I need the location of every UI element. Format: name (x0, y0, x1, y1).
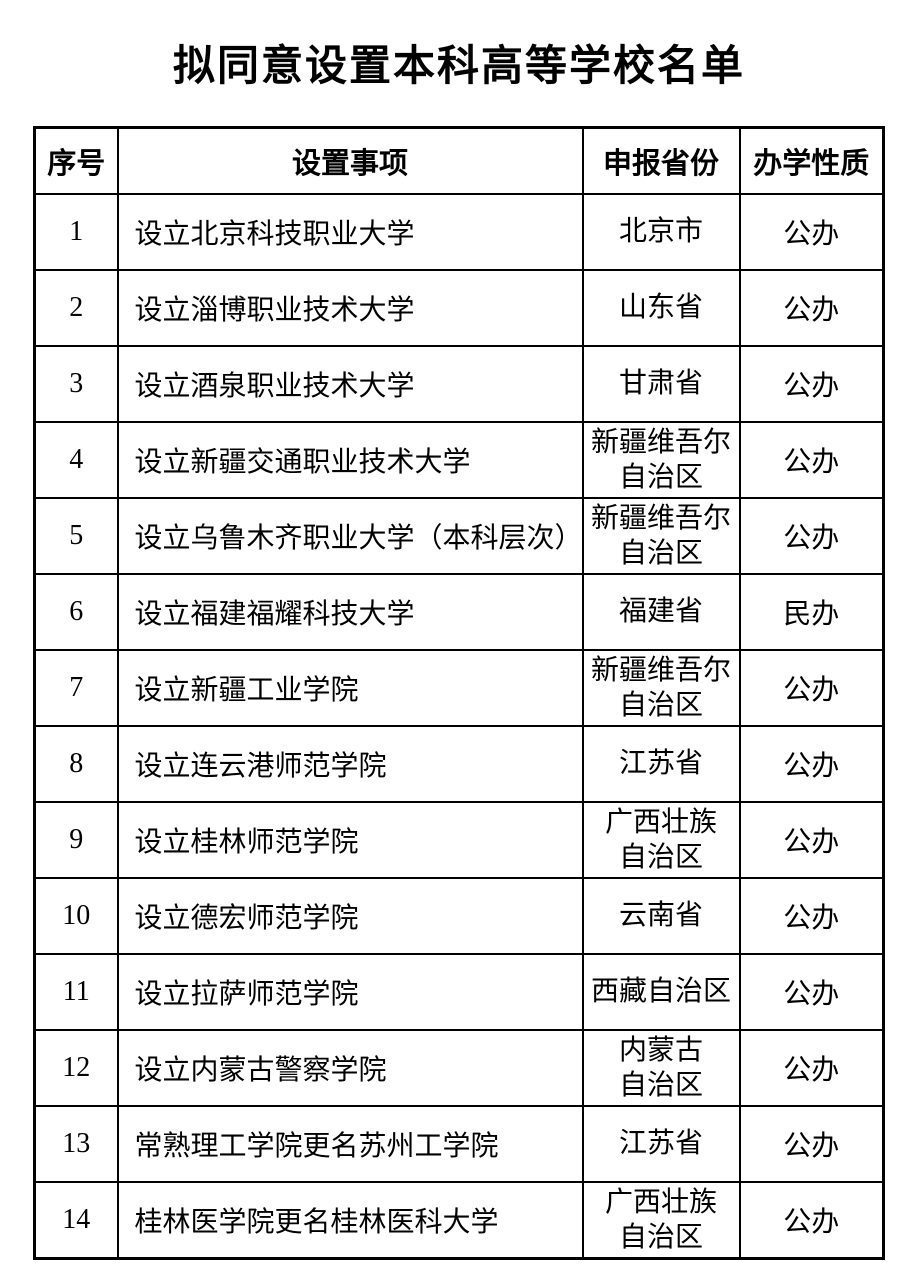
school-nature-cell: 公办 (738, 877, 885, 956)
setup-matter-cell: 设立连云港师范学院 (116, 725, 584, 804)
setup-matter-cell: 设立德宏师范学院 (116, 877, 584, 956)
serial-number-cell: 1 (33, 193, 119, 272)
table-row: 14 桂林医学院更名桂林医科大学 广西壮族 自治区 公办 (33, 1181, 885, 1260)
setup-matter-cell: 桂林医学院更名桂林医科大学 (116, 1181, 584, 1260)
school-nature-cell: 公办 (738, 953, 885, 1032)
table-row: 10 设立德宏师范学院 云南省 公办 (33, 877, 885, 956)
reporting-province-cell: 山东省 (581, 269, 741, 348)
serial-number-cell: 14 (33, 1181, 119, 1260)
table-row: 9 设立桂林师范学院 广西壮族 自治区 公办 (33, 801, 885, 880)
serial-number-cell: 9 (33, 801, 119, 880)
table-row: 4 设立新疆交通职业技术大学 新疆维吾尔 自治区 公办 (33, 421, 885, 500)
header-serial-number: 序号 (33, 126, 119, 196)
table-row: 6 设立福建福耀科技大学 福建省 民办 (33, 573, 885, 652)
reporting-province-cell: 江苏省 (581, 725, 741, 804)
reporting-province-cell: 新疆维吾尔 自治区 (581, 649, 741, 728)
school-nature-cell: 公办 (738, 1181, 885, 1260)
setup-matter-cell: 设立淄博职业技术大学 (116, 269, 584, 348)
serial-number-cell: 8 (33, 725, 119, 804)
table-row: 5 设立乌鲁木齐职业大学（本科层次） 新疆维吾尔 自治区 公办 (33, 497, 885, 576)
reporting-province-cell: 福建省 (581, 573, 741, 652)
setup-matter-cell: 设立内蒙古警察学院 (116, 1029, 584, 1108)
school-nature-cell: 公办 (738, 193, 885, 272)
page-title: 拟同意设置本科高等学校名单 (172, 44, 745, 90)
reporting-province-cell: 广西壮族 自治区 (581, 801, 741, 880)
serial-number-cell: 7 (33, 649, 119, 728)
school-nature-cell: 公办 (738, 497, 885, 576)
school-nature-cell: 公办 (738, 801, 885, 880)
setup-matter-cell: 设立新疆交通职业技术大学 (116, 421, 584, 500)
setup-matter-cell: 设立乌鲁木齐职业大学（本科层次） (116, 497, 584, 576)
serial-number-cell: 4 (33, 421, 119, 500)
reporting-province-cell: 云南省 (581, 877, 741, 956)
table-row: 3 设立酒泉职业技术大学 甘肃省 公办 (33, 345, 885, 424)
school-nature-cell: 民办 (738, 573, 885, 652)
reporting-province-cell: 北京市 (581, 193, 741, 272)
school-nature-cell: 公办 (738, 269, 885, 348)
reporting-province-cell: 新疆维吾尔 自治区 (581, 497, 741, 576)
reporting-province-cell: 新疆维吾尔 自治区 (581, 421, 741, 500)
table-body: 1 设立北京科技职业大学 北京市 公办 2 设立淄博职业技术大学 山东省 公办 … (33, 193, 885, 1260)
school-nature-cell: 公办 (738, 421, 885, 500)
header-school-nature: 办学性质 (738, 126, 885, 196)
reporting-province-cell: 广西壮族 自治区 (581, 1181, 741, 1260)
serial-number-cell: 2 (33, 269, 119, 348)
reporting-province-cell: 甘肃省 (581, 345, 741, 424)
header-setup-matter: 设置事项 (116, 126, 584, 196)
table-row: 12 设立内蒙古警察学院 内蒙古 自治区 公办 (33, 1029, 885, 1108)
serial-number-cell: 12 (33, 1029, 119, 1108)
table-row: 2 设立淄博职业技术大学 山东省 公办 (33, 269, 885, 348)
serial-number-cell: 5 (33, 497, 119, 576)
table-row: 11 设立拉萨师范学院 西藏自治区 公办 (33, 953, 885, 1032)
table-row: 13 常熟理工学院更名苏州工学院 江苏省 公办 (33, 1105, 885, 1184)
reporting-province-cell: 西藏自治区 (581, 953, 741, 1032)
serial-number-cell: 11 (33, 953, 119, 1032)
school-nature-cell: 公办 (738, 1105, 885, 1184)
school-nature-cell: 公办 (738, 649, 885, 728)
setup-matter-cell: 设立酒泉职业技术大学 (116, 345, 584, 424)
table-row: 1 设立北京科技职业大学 北京市 公办 (33, 193, 885, 272)
school-nature-cell: 公办 (738, 725, 885, 804)
setup-matter-cell: 设立桂林师范学院 (116, 801, 584, 880)
header-reporting-province: 申报省份 (581, 126, 741, 196)
serial-number-cell: 13 (33, 1105, 119, 1184)
setup-matter-cell: 设立拉萨师范学院 (116, 953, 584, 1032)
reporting-province-cell: 江苏省 (581, 1105, 741, 1184)
serial-number-cell: 6 (33, 573, 119, 652)
reporting-province-cell: 内蒙古 自治区 (581, 1029, 741, 1108)
setup-matter-cell: 设立北京科技职业大学 (116, 193, 584, 272)
table-row: 8 设立连云港师范学院 江苏省 公办 (33, 725, 885, 804)
serial-number-cell: 3 (33, 345, 119, 424)
table-row: 7 设立新疆工业学院 新疆维吾尔 自治区 公办 (33, 649, 885, 728)
serial-number-cell: 10 (33, 877, 119, 956)
setup-matter-cell: 常熟理工学院更名苏州工学院 (116, 1105, 584, 1184)
school-nature-cell: 公办 (738, 345, 885, 424)
university-setup-table: 序号 设置事项 申报省份 办学性质 1 设立北京科技职业大学 北京市 公办 2 … (33, 126, 885, 1261)
table-header-row: 序号 设置事项 申报省份 办学性质 (33, 126, 885, 196)
setup-matter-cell: 设立新疆工业学院 (116, 649, 584, 728)
setup-matter-cell: 设立福建福耀科技大学 (116, 573, 584, 652)
school-nature-cell: 公办 (738, 1029, 885, 1108)
